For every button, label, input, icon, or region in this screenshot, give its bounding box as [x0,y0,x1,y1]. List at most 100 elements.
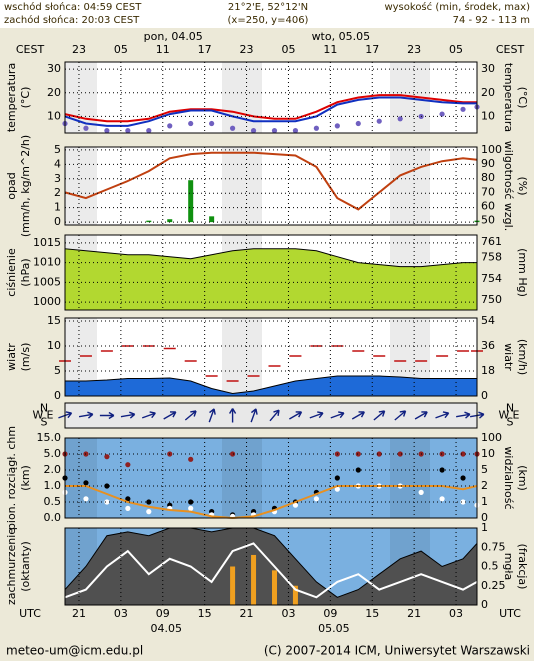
top-tick-label: 23 [407,43,421,56]
y2-tick-label: 36 [481,339,495,352]
bottom-tick-label: 21 [407,607,421,620]
y-label: wiatr [5,343,18,371]
y-label: (m/s) [19,343,32,372]
y-label: temperatura [5,63,18,132]
y-tick-label: 1010 [33,256,61,269]
y-tick-label: 0 [54,215,61,228]
dot [146,499,152,505]
dot [397,451,403,457]
email: meteo-um@icm.edu.pl [6,644,143,658]
bottom-tick-label: 15 [198,607,212,620]
y-label: (°C) [19,87,32,109]
dot [146,128,152,134]
dot [83,125,89,131]
bar [146,220,152,223]
top-tick-label: 17 [365,43,379,56]
y2-tick-label: 2 [481,479,488,492]
dot [439,496,445,502]
y-tick-label: 10 [47,109,61,122]
bottom-tick-label: 09 [156,607,170,620]
dot [460,475,466,481]
bottom-tick-label: 15 [365,607,379,620]
bottom-date: 04.05 [151,622,183,635]
copyright: (C) 2007-2014 ICM, Uniwersytet Warszawsk… [264,644,530,658]
y2-label: (km/h) [516,339,529,375]
sunset: zachód słońca: 20:03 CEST [4,14,140,26]
dot [460,499,466,505]
coords: 21°2'E, 52°12'N [228,2,308,13]
dot [460,106,466,112]
panel-bg [65,147,477,225]
height-title: wysokość (min, środek, max) [384,1,530,13]
y2-tick-label: 754 [481,272,502,285]
dot [188,505,194,511]
wind-arrow [414,411,428,420]
y2-label: wilgotność wzgl. [502,141,515,231]
area [64,248,478,311]
top-tick-label: 05 [449,43,463,56]
dot [146,509,152,515]
dot [229,125,236,131]
y2-tick-label: 0.75 [481,540,506,553]
y-tick-label: 5.0 [44,447,62,460]
panel-frame [64,146,478,226]
night-band [222,438,262,518]
wind-arrow [373,410,386,421]
wind-arrow [289,411,303,420]
top-tick-label: 11 [156,43,170,56]
wind-arrow [309,411,324,419]
y-tick-label: 10 [47,339,61,352]
bar [292,585,298,605]
y-label: (hPa) [19,258,32,286]
bar [167,219,173,223]
panel-frame [64,61,478,134]
dot [229,451,236,457]
bar [209,216,215,223]
panel-bg [65,438,477,518]
compass-letter: E [513,409,520,422]
wind-arrow [435,411,450,419]
dot [418,489,424,495]
y-label: (mm/h, kg/m^2/h) [19,135,32,237]
bar [230,566,236,605]
y2-tick-label: 0 [481,389,488,402]
dot [83,496,89,502]
wind-arrow [184,410,197,421]
top-tick-label: 17 [198,43,212,56]
dot [376,451,382,457]
dot [125,496,131,502]
dot [397,116,403,122]
night-band [65,147,97,225]
top-tick-label: 05 [281,43,295,56]
y-label: opad [5,172,18,199]
dot [439,111,445,117]
y-tick-label: 0.0 [44,511,62,524]
y2-tick-label: 0.25 [481,579,506,592]
bottom-tick-label: 21 [72,607,86,620]
y2-tick-label: 80 [481,171,495,184]
wind-arrow [250,408,258,423]
dot [104,454,110,460]
wind-arrow [351,411,365,420]
top-date: wto, 05.05 [312,30,371,43]
y2-tick-label: 10 [481,109,495,122]
y2-tick-label: 70 [481,185,495,198]
dot [209,120,215,127]
bar [271,570,277,605]
dot [334,486,340,492]
wind-arrow [330,411,345,419]
y2-tick-label: 90 [481,157,495,170]
y2-tick-label: 60 [481,200,495,213]
y2-tick-label: 100 [481,431,502,444]
dot [271,128,278,134]
dot [188,120,194,127]
time-unit: UTC [19,607,41,620]
y-label: (km) [19,465,32,491]
compass-letter: S [41,416,48,429]
y-tick-label: 15.0 [37,431,62,444]
panel-frame [64,317,478,397]
wind-arrow [120,411,136,419]
dot [355,451,361,457]
wind-arrow [394,410,407,421]
line [64,96,477,127]
